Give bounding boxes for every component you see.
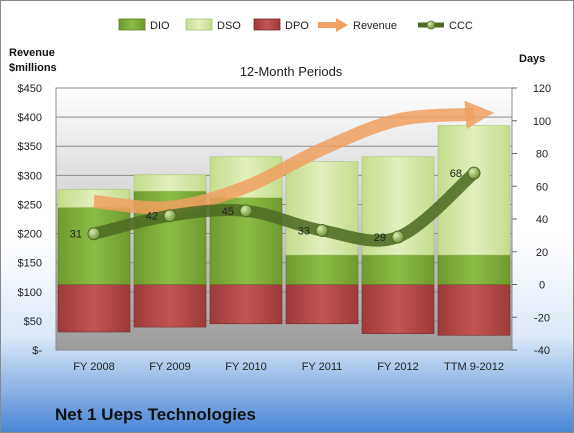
bar-dpo [133, 284, 207, 328]
right-tick-label: -20 [534, 312, 550, 324]
chart-title: 12-Month Periods [240, 64, 343, 79]
ccc-point [315, 223, 329, 237]
ccc-data-label: 68 [450, 168, 462, 180]
legend-swatch-dpo [253, 18, 281, 31]
company-name: Net 1 Ueps Technologies [55, 405, 256, 424]
ccc-data-label: 33 [298, 225, 310, 237]
ccc-data-label: 45 [222, 206, 234, 218]
ccc-point [87, 227, 101, 241]
legend-label-revenue: Revenue [353, 20, 397, 32]
left-tick-label: $450 [18, 83, 42, 95]
revenue-line [93, 100, 494, 215]
legend: DIO DSO DPO Revenue CCC [118, 18, 473, 32]
right-tick-label: -40 [534, 345, 550, 357]
right-tick-label: 60 [536, 181, 548, 193]
x-category-label: FY 2010 [225, 361, 266, 373]
right-tick-label: 20 [536, 247, 548, 259]
legend-label-dso: DSO [217, 20, 241, 32]
left-tick-label: $350 [18, 141, 42, 153]
bar-dpo [437, 284, 511, 336]
x-category-label: TTM 9-2012 [444, 361, 504, 373]
right-tick-label: 80 [536, 149, 548, 161]
ccc-point [163, 209, 177, 223]
left-tick-label: $100 [18, 287, 42, 299]
bar-dpo [209, 284, 283, 325]
x-category-label: FY 2009 [149, 361, 190, 373]
legend-arrow-head [336, 18, 348, 32]
ccc-data-label: 42 [146, 211, 158, 223]
right-tick-label: 100 [533, 116, 551, 128]
left-tick-label: $200 [18, 229, 42, 241]
right-tick-label: 120 [533, 83, 551, 95]
x-category-label: FY 2011 [302, 361, 343, 373]
left-tick-label: $250 [18, 199, 42, 211]
bar-dpo [361, 284, 435, 334]
ccc-data-label: 31 [70, 229, 82, 241]
x-category-label: FY 2012 [377, 361, 418, 373]
left-axis-label-line2: $millions [9, 62, 57, 74]
legend-swatch-dio [118, 18, 146, 31]
plot-area: $- $50 $100 $150 $200 $250 $300 $350 $400 $450 -40… [18, 83, 552, 373]
bar-dpo [285, 284, 359, 325]
left-tick-label: $150 [18, 258, 42, 270]
left-axis-label-line1: Revenue [9, 47, 55, 59]
legend-swatch-dso [185, 18, 213, 31]
legend-label-ccc: CCC [449, 20, 473, 32]
left-tick-label: $300 [18, 170, 42, 182]
bar-dio [57, 207, 131, 285]
x-category-label: FY 2008 [73, 361, 114, 373]
bar-dpo [57, 284, 131, 333]
legend-label-dio: DIO [150, 20, 170, 32]
bar-dio [437, 254, 511, 285]
right-tick-label: 40 [536, 214, 548, 226]
left-tick-label: $400 [18, 112, 42, 124]
bar-dso [133, 174, 207, 192]
left-tick-label: $50 [24, 316, 42, 328]
legend-marker-ccc [426, 20, 436, 30]
ccc-point [467, 166, 481, 180]
ccc-point [239, 204, 253, 218]
legend-label-dpo: DPO [285, 20, 309, 32]
ccc-data-label: 29 [374, 232, 386, 244]
ccc-point [391, 230, 405, 244]
bar-dio [285, 254, 359, 285]
right-tick-label: 0 [539, 280, 545, 292]
right-axis-label: Days [519, 53, 545, 65]
bar-dio [361, 254, 435, 285]
left-tick-label: $- [32, 345, 42, 357]
